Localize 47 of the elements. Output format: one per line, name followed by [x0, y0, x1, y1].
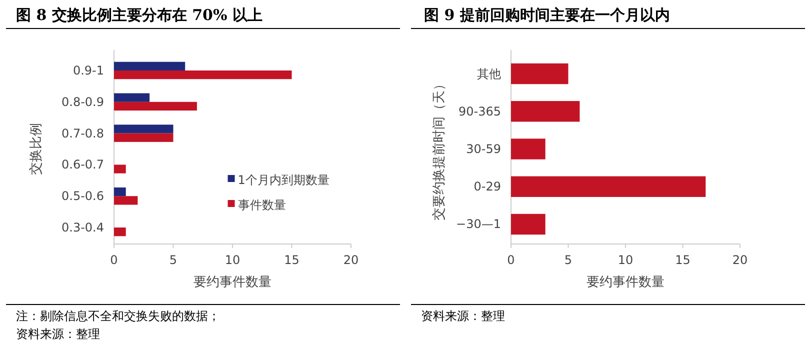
- bar: [511, 138, 546, 160]
- x-tick-label: 5: [564, 253, 572, 267]
- y-tick-label: 0.7-0.8: [62, 126, 104, 140]
- y-tick-label: −30—1: [456, 217, 501, 232]
- bar: [114, 102, 197, 111]
- x-tick-label: 10: [618, 253, 634, 267]
- y-axis-title: 交要约换提前时间（天）: [431, 78, 447, 220]
- bar: [114, 196, 138, 205]
- x-tick-label: 15: [284, 253, 300, 267]
- y-tick-label: 0.9-1: [72, 63, 104, 78]
- chart-title: 图 8 交换比例主要分布在 70% 以上: [16, 6, 262, 24]
- y-tick-label: 0.5-0.6: [62, 189, 104, 204]
- bar: [114, 70, 292, 80]
- bar: [511, 214, 546, 235]
- bar: [114, 228, 126, 236]
- x-tick-label: 20: [343, 253, 359, 267]
- y-axis-title: 交换比例: [28, 123, 44, 175]
- x-axis-title: 要约事件数量: [586, 275, 664, 290]
- bar: [114, 187, 126, 196]
- text: 资料来源：整理: [16, 327, 100, 341]
- bar: [114, 133, 174, 142]
- x-axis-title: 要约事件数量: [194, 275, 272, 290]
- y-tick-label: 0.3-0.4: [62, 220, 104, 235]
- y-tick-label: 0.6-0.7: [62, 158, 104, 172]
- text: 注：剔除信息不全和交换失败的数据；: [16, 309, 220, 323]
- bar: [114, 124, 174, 134]
- x-tick-label: 15: [675, 253, 690, 267]
- legend-label: 1个月内到期数量: [238, 173, 330, 187]
- x-tick-label: 20: [732, 253, 748, 267]
- y-tick-label: 0.8-0.9: [62, 94, 104, 109]
- x-tick-label: 5: [169, 253, 178, 267]
- bar: [114, 93, 150, 102]
- bar: [114, 62, 186, 70]
- x-tick-label: 0: [507, 253, 515, 267]
- chart-title: 图 9 提前回购时间主要在一个月以内: [424, 6, 670, 24]
- text: 资料来源：整理: [421, 309, 505, 323]
- bar: [511, 176, 706, 197]
- y-tick-label: 其他: [477, 66, 501, 81]
- y-tick-label: 0-29: [474, 180, 501, 194]
- bar: [511, 63, 568, 84]
- bar: [114, 164, 126, 174]
- y-tick-label: 30-59: [466, 142, 501, 156]
- x-tick-label: 0: [110, 253, 118, 267]
- y-tick-label: 90-365: [458, 104, 501, 118]
- legend-label: 事件数量: [238, 198, 286, 212]
- x-tick-label: 10: [224, 253, 240, 267]
- bar: [511, 101, 580, 122]
